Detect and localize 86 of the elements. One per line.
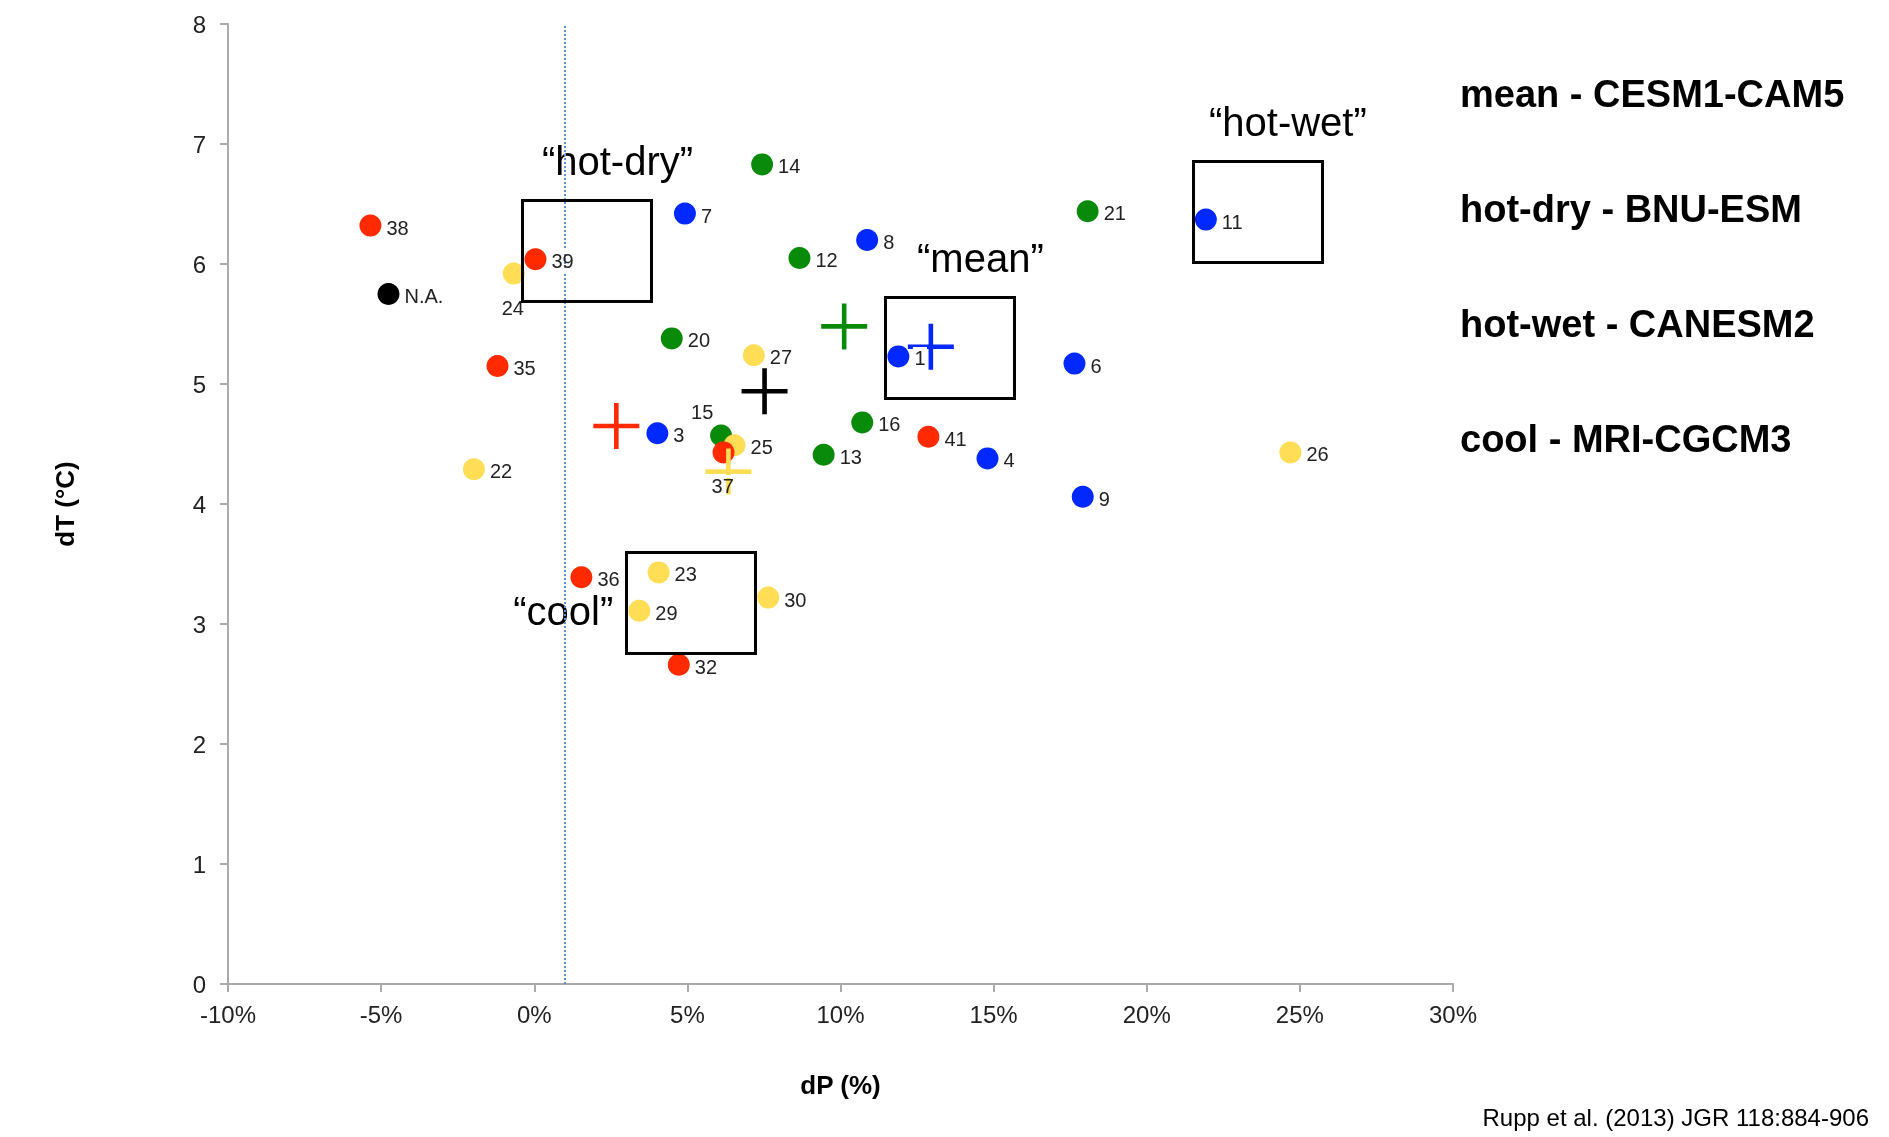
point (673, 202, 696, 225)
point (377, 283, 400, 305)
point (856, 229, 879, 251)
point (462, 458, 485, 481)
annotation: 1 (914, 347, 926, 370)
y-tick-label: 6 (192, 250, 206, 278)
annotation: 20 (687, 329, 711, 352)
point (812, 443, 835, 466)
annotation: 14 (778, 155, 801, 178)
x-tick-label: 20% (1122, 1000, 1171, 1028)
annotation: 6 (1090, 354, 1102, 377)
point (570, 566, 593, 589)
point (757, 586, 780, 609)
annotation: 41 (944, 427, 967, 450)
annotation: 24 (501, 296, 524, 319)
annotation: 36 (597, 568, 620, 591)
point (742, 344, 765, 367)
annotation: 29 (655, 601, 678, 624)
x-tick-label: -5% (359, 1000, 403, 1028)
point (667, 653, 690, 676)
y-tick-label: 1 (192, 850, 206, 878)
annotation: 35 (513, 357, 536, 379)
annotation: 16 (878, 413, 901, 436)
annotation: 7 (700, 204, 713, 227)
y-tick-label: 5 (192, 370, 206, 398)
text: cool - MRI-CGCM3 (1460, 418, 1792, 460)
point (976, 447, 999, 470)
annotation: 3 (673, 424, 685, 447)
y-tick-label: 2 (192, 730, 206, 758)
annotation: “hot-wet” (1208, 99, 1367, 144)
x-tick-label: 5% (670, 1000, 705, 1028)
point (1194, 208, 1217, 231)
annotation: 12 (815, 249, 838, 271)
x-tick-label: 10% (816, 1000, 865, 1028)
y-tick-label: 0 (192, 970, 206, 998)
annotation: 30 (784, 588, 807, 611)
y-tick-label: 8 (192, 10, 206, 38)
y-tick-label: 3 (192, 610, 206, 638)
point (660, 327, 683, 350)
annotation: 13 (839, 445, 862, 468)
annotation: 27 (769, 346, 793, 369)
text: Rupp et al. (2013) JGR 118:884-906 (1482, 1103, 1870, 1131)
annotation: 38 (386, 216, 409, 239)
annotation: 21 (1103, 202, 1126, 225)
annotation: 26 (1306, 443, 1329, 466)
annotation: 25 (750, 436, 773, 459)
annotation: “hot-dry” (541, 139, 694, 184)
x-axis-title: dP (%) (800, 1070, 881, 1100)
annotation: 39 (551, 250, 574, 273)
point (751, 153, 774, 176)
point (1063, 352, 1086, 375)
x-tick-label: 0% (516, 1000, 552, 1028)
point (851, 411, 874, 434)
annotation: “cool” (513, 588, 614, 633)
point (788, 247, 811, 269)
annotation: 23 (674, 563, 697, 586)
point (887, 345, 910, 368)
annotation: 9 (1098, 487, 1110, 510)
point (647, 561, 670, 584)
annotation: 22 (489, 460, 513, 483)
annotation: 15 (691, 400, 714, 423)
x-tick-label: 15% (969, 1000, 1018, 1028)
annotation: N.A. (404, 285, 444, 307)
point (1076, 200, 1099, 223)
point (628, 599, 651, 622)
annotation: 32 (694, 655, 718, 678)
text: hot-dry - BNU-ESM (1460, 188, 1802, 230)
y-axis-title: dT (°C) (50, 461, 80, 547)
point (486, 355, 509, 377)
text: mean - CESM1-CAM5 (1460, 73, 1845, 115)
y-tick-label: 7 (192, 130, 206, 158)
x-tick-label: 25% (1275, 1000, 1324, 1028)
y-tick-label: 4 (192, 490, 206, 518)
point (1279, 441, 1302, 464)
text: hot-wet - CANESM2 (1460, 303, 1815, 345)
point (359, 214, 382, 237)
annotation: 8 (883, 231, 895, 253)
x-tick-label: 30% (1428, 1000, 1478, 1028)
point (524, 248, 547, 271)
annotation: “mean” (917, 236, 1044, 281)
annotation: 4 (1003, 449, 1015, 472)
point (1071, 485, 1094, 508)
point (917, 425, 940, 448)
annotation: 11 (1221, 210, 1243, 233)
x-tick-label: -10% (199, 1000, 257, 1028)
point (646, 422, 669, 445)
